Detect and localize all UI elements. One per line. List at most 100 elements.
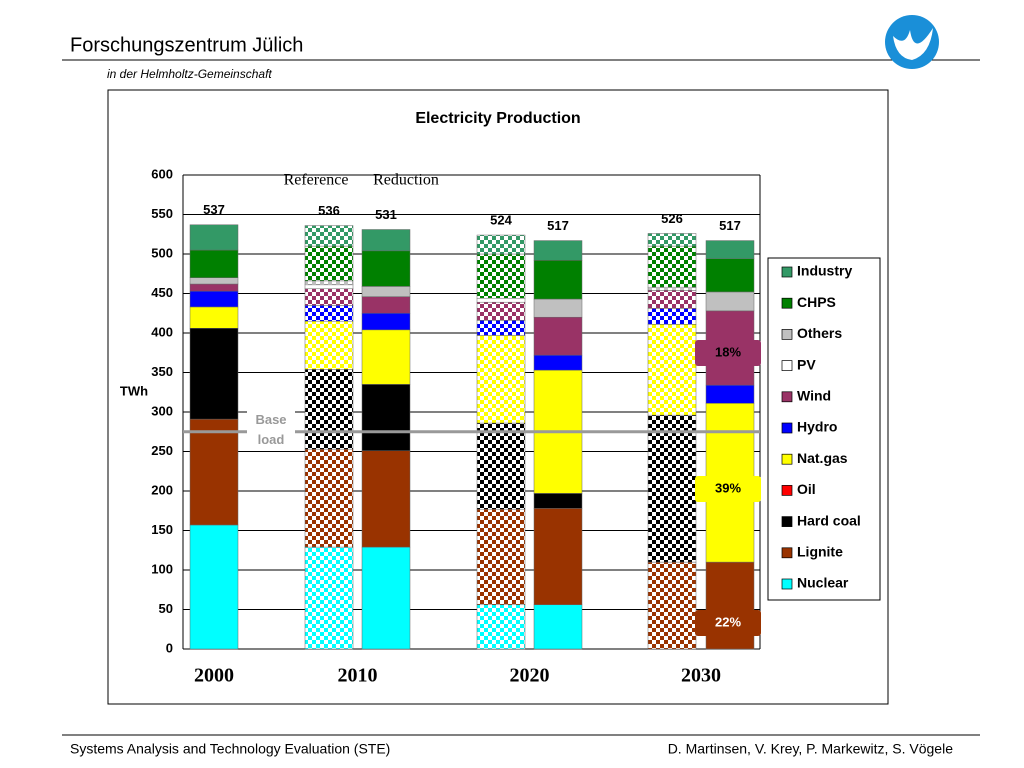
total-label: 517	[719, 218, 741, 233]
y-tick-label: 550	[151, 206, 173, 221]
legend-swatch	[781, 516, 793, 527]
legend-label: Wind	[797, 388, 831, 404]
bar-segment	[304, 448, 354, 548]
bar-segment	[189, 249, 239, 278]
total-label: 517	[547, 218, 569, 233]
bar-segment	[361, 546, 411, 650]
bar-segment	[189, 277, 239, 285]
bar-segment	[533, 508, 583, 606]
x-tick-label: 2020	[510, 665, 550, 687]
bar-segment	[705, 240, 755, 259]
annotation: Reference	[284, 172, 349, 189]
bar-segment	[533, 260, 583, 300]
y-tick-label: 400	[151, 324, 173, 339]
bar-segment	[304, 280, 354, 286]
footer-right: D. Martinsen, V. Krey, P. Markewitz, S. …	[668, 741, 954, 757]
bar-segment	[189, 524, 239, 650]
legend-label: CHPS	[797, 294, 836, 310]
total-label: 526	[661, 211, 683, 226]
y-tick-label: 600	[151, 166, 173, 181]
bar-segment	[304, 225, 354, 247]
bar-segment	[647, 414, 697, 563]
bar-segment	[361, 313, 411, 331]
y-tick-label: 100	[151, 561, 173, 576]
bar-segment	[304, 305, 354, 322]
bar-segment	[647, 290, 697, 309]
bar-segment	[476, 320, 526, 336]
footer-left: Systems Analysis and Technology Evaluati…	[70, 741, 390, 757]
share-label: 22%	[715, 614, 741, 629]
bar-segment	[304, 369, 354, 450]
bar-segment	[647, 324, 697, 416]
baseline-label: Base load	[247, 409, 295, 450]
bar-segment	[476, 301, 526, 321]
total-label: 524	[490, 212, 512, 227]
bar-segment	[304, 245, 354, 282]
bar-segment	[647, 233, 697, 247]
x-tick-label: 2010	[338, 665, 378, 687]
share-box	[695, 340, 761, 366]
bar-segment	[189, 418, 239, 526]
bar-segment	[476, 253, 526, 299]
share-box	[695, 476, 761, 502]
bar-segment	[705, 384, 755, 404]
chart-title: Electricity Production	[415, 110, 580, 127]
legend-swatch	[781, 547, 793, 559]
bar-segment	[705, 291, 755, 312]
total-label: 536	[318, 203, 340, 218]
y-tick-label: 450	[151, 285, 173, 300]
bar-segment	[476, 508, 526, 606]
y-tick-label: 150	[151, 522, 173, 537]
legend-swatch	[781, 391, 793, 403]
x-tick-label: 2000	[194, 665, 234, 687]
legend-box	[767, 257, 881, 601]
legend-label: Nat.gas	[797, 450, 848, 466]
bar-segment	[647, 308, 697, 325]
legend-label: Industry	[797, 263, 852, 279]
bar-segment	[533, 316, 583, 356]
legend-label: Oil	[797, 481, 816, 497]
bar-segment	[533, 240, 583, 261]
bar-segment	[476, 335, 526, 424]
legend-swatch	[781, 485, 793, 496]
bar-segment	[705, 258, 755, 293]
annotation: Reduction	[373, 172, 439, 189]
bar-segment	[361, 450, 411, 548]
legend-swatch	[781, 329, 793, 340]
legend-swatch	[781, 578, 793, 590]
bar-segment	[361, 229, 411, 252]
bar-segment	[304, 284, 354, 290]
bar-segment	[361, 384, 411, 451]
bar-segment	[533, 604, 583, 650]
bar-segment	[189, 328, 239, 420]
bar-segment	[189, 283, 239, 292]
legend-label: Hard coal	[797, 512, 861, 528]
legend-label: Others	[797, 325, 842, 341]
bar-segment	[533, 354, 583, 371]
bar-segment	[533, 493, 583, 509]
bar-segment	[304, 546, 354, 650]
share-box	[695, 610, 761, 636]
bar-segment	[304, 320, 354, 370]
header-title: Forschungszentrum Jülich	[70, 34, 303, 56]
y-tick-label: 0	[166, 640, 173, 655]
bar-segment	[189, 224, 239, 251]
bar-segment	[476, 422, 526, 510]
legend-swatch	[781, 422, 793, 434]
bar-segment	[647, 561, 697, 650]
y-tick-label: 200	[151, 482, 173, 497]
y-tick-label: 250	[151, 443, 173, 458]
legend-swatch	[781, 453, 793, 465]
bar-segment	[476, 297, 526, 303]
bar-segment	[533, 298, 583, 318]
x-tick-label: 2030	[681, 665, 721, 687]
header-subtitle: in der Helmholtz-Gemeinschaft	[107, 67, 272, 81]
share-label: 39%	[715, 480, 741, 495]
bar-segment	[647, 245, 697, 288]
y-tick-label: 500	[151, 245, 173, 260]
bar-segment	[361, 250, 411, 287]
bar-segment	[189, 306, 239, 329]
bar-segment	[361, 286, 411, 297]
legend-label: Hydro	[797, 419, 837, 435]
